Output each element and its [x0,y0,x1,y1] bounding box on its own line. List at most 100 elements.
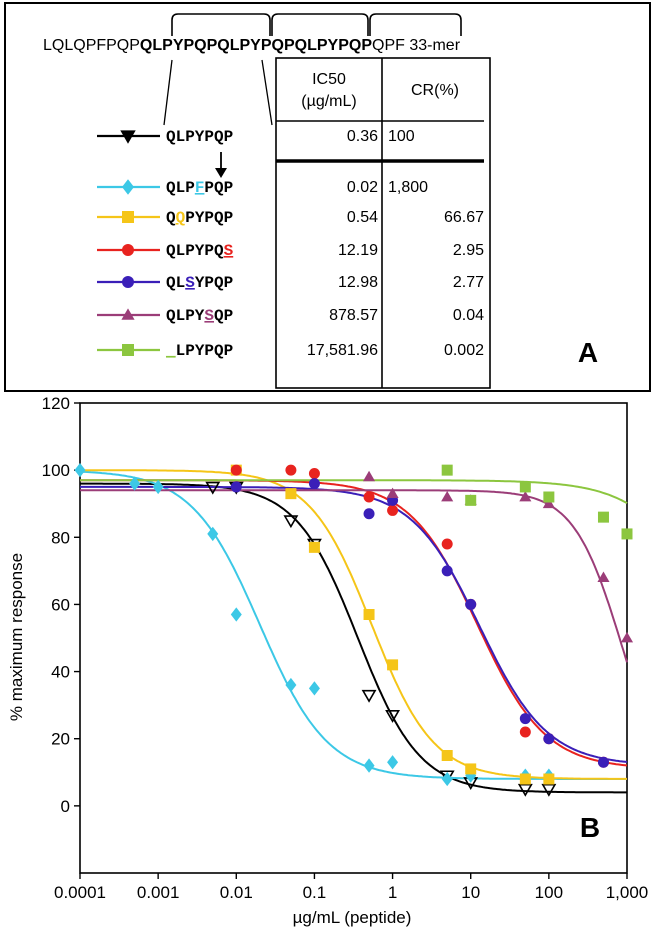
plot-frame [79,402,628,874]
data-point-QLPYPQS [363,491,375,503]
peptide-sequence: QQPYPQP [166,209,233,227]
data-point-QLPFPQP [129,476,141,491]
table-frame [275,57,491,389]
cr-value: 2.95 [453,242,484,259]
x-tick-label: 0.001 [137,883,180,902]
sequence-repeat-2: QLPYPQP [217,37,295,54]
sequence-name: 33-mer [409,37,460,54]
x-tick-label: 100 [535,883,563,902]
sequence-repeat-3: QLPYPQP [295,37,373,54]
data-point-QQPYPQP [441,750,453,761]
ic50-value: 878.57 [329,307,378,324]
data-point-QLPYSQP [386,487,399,499]
y-tick-label: 60 [51,595,70,614]
data-point-QLSYPQP [363,508,375,520]
data-point-QQPYPQP [308,541,320,553]
data-point-QLPYSQP [519,490,532,502]
data-point-QLPYPQS [308,468,320,479]
legend-marker-square [122,344,134,356]
ic50-value: 12.19 [338,242,378,259]
peptide-sequence: QLPYSQP [166,307,233,325]
ic50-value: 0.36 [347,128,378,145]
data-point-QQPYPQP [363,609,375,620]
data-point-QQPYPQP [543,773,555,785]
data-point-QLSYPQP [308,478,320,490]
x-tick-label: 0.0001 [54,883,106,902]
data-point-QLPYSQP [620,631,634,643]
data-point-QLSYPQP [465,598,477,610]
data-point-QLPFPQP [74,462,86,478]
ic50-value: 12.98 [338,274,378,291]
legend-marker-circle [122,244,134,256]
ic50-value: 0.02 [347,179,378,196]
y-tick-label: 120 [42,395,70,413]
data-point-QLSYPQP [543,733,555,745]
data-point-QQPYPQP [465,763,477,775]
data-point-QLPYPQS [441,538,453,550]
y-tick-label: 40 [51,663,70,682]
fit-curve-QLPYPQP [80,482,627,794]
data-point-QQPYPQP [285,488,297,500]
x-tick-label: 1,000 [606,883,649,902]
fit-curve-QQPYPQP [80,469,627,780]
fit-curve-QLSYPQP [80,485,628,763]
ic50-value: 0.54 [347,209,378,226]
data-point-QLPYPQP [205,481,221,495]
data-point-QLSYPQP [441,565,453,577]
data-point-QLPYSQP [542,497,555,509]
data-point-QLPFPQP [152,479,164,495]
fit-curves [79,469,628,794]
cr-value: 2.77 [453,274,484,291]
repeat-bracket-1 [171,13,271,36]
panel-a-label: A [578,337,598,368]
data-point-QLPYPQP [385,710,401,723]
data-point-QLPYPQS [230,464,242,476]
x-tick-label: 0.01 [220,883,253,902]
cr-value: 0.04 [453,307,484,324]
x-tick-label: 1 [388,883,397,902]
x-tick-label: 10 [461,883,480,902]
dose-response-chart: 0 20 40 60 80 100 120 0.0001 0.001 0.01 0.1 1 10 100 1… [7,395,649,927]
data-point-QLPYPQS [285,464,297,476]
data-point-QLPFPQP [285,677,297,693]
y-tick-label: 20 [51,730,70,749]
data-point-QLPYPQP [541,783,557,797]
expand-line-left [163,59,173,126]
data-point-LPYPQP [465,494,477,506]
cr-value: 0.002 [444,342,484,359]
data-point-LPYPQP [441,464,453,476]
panel-b-label: B [580,812,600,843]
data-point-QLPYPQS [387,504,399,516]
peptide-sequence: QLPYPQS [166,242,234,260]
y-tick-label: 80 [51,528,70,547]
data-point-QLPFPQP [207,526,219,542]
peptide-sequence: QLPFPQP [166,179,233,197]
peptide-sequence: _LPYPQP [165,342,233,360]
sequence-suffix: QPF [372,37,405,54]
peptide-sequence: QLPYPQP [166,128,233,146]
cr-header: CR(%) [411,82,459,99]
cr-value: 66.67 [444,209,484,226]
down-arrow-icon [215,168,227,178]
cr-value: 100 [388,128,415,145]
y-tick-label: 0 [61,797,70,816]
ic50-header-line-2: (µg/mL) [301,93,356,110]
data-point-QLPYPQP [517,783,533,797]
data-point-QLPYPQP [361,689,377,703]
panel-a-table: LQLQPFPQPQLPYPQPQLPYPQPQLPYPQPQPF 33-mer… [4,2,651,392]
data-point-QLSYPQP [519,713,531,725]
legend-marker-diamond [122,179,134,195]
data-point-LPYPQP [597,511,609,523]
ic50-value: 17,581.96 [307,342,378,359]
data-point-QLPYPQP [283,515,299,529]
data-point-QLPYSQP [362,470,376,482]
data-point-QLPFPQP [387,755,399,770]
data-point-QLSYPQP [230,481,242,493]
data-point-QLPFPQP [230,607,242,622]
data-point-QQPYPQP [387,659,399,671]
legend-marker-circle [122,276,134,288]
data-point-QLPYSQP [597,571,610,582]
data-point-QLPYSQP [441,490,454,502]
repeat-bracket-2 [271,13,369,36]
fit-curve-LPYPQP [80,479,628,504]
